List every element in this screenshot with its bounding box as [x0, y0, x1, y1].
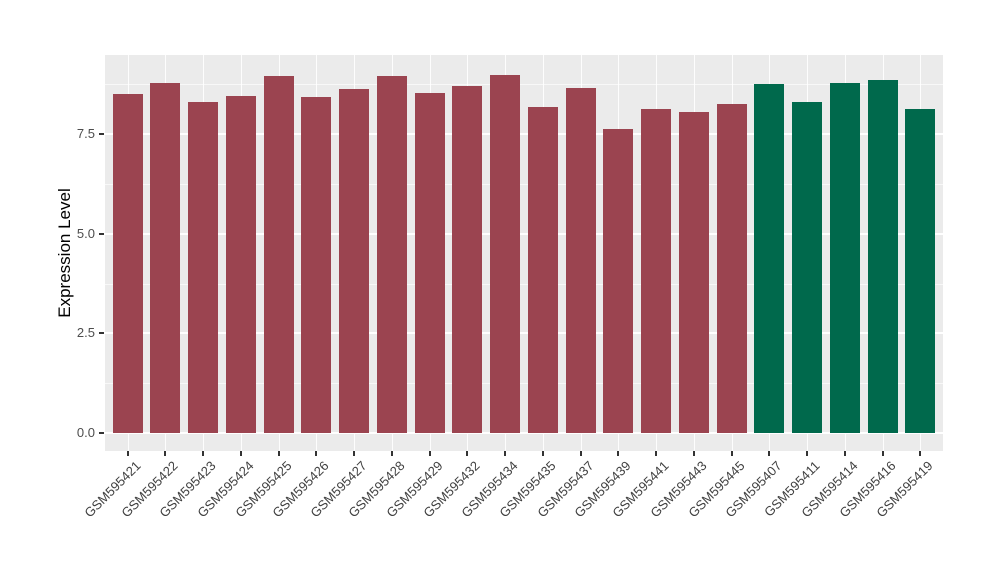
x-tick-mark: [692, 451, 695, 456]
bar-GSM595428: [376, 76, 407, 433]
x-tick-mark: [541, 451, 544, 456]
x-tick-mark: [277, 451, 280, 456]
bar-GSM595407: [754, 84, 785, 433]
y-tick-label: 5.0: [76, 225, 95, 241]
bar-GSM595426: [301, 96, 332, 433]
x-tick-mark: [390, 451, 393, 456]
gridline-major: [105, 432, 943, 434]
bar-GSM595427: [339, 89, 370, 433]
gridline-minor: [105, 283, 943, 285]
x-tick-mark: [428, 451, 431, 456]
x-tick-mark: [315, 451, 318, 456]
x-tick-mark: [843, 451, 846, 456]
y-tick-mark: [99, 133, 104, 135]
bar-GSM595411: [792, 102, 823, 433]
y-tick-label: 2.5: [76, 325, 95, 341]
x-tick-mark: [881, 451, 884, 456]
x-tick-mark: [806, 451, 809, 456]
bar-GSM595421: [112, 94, 143, 433]
x-tick-mark: [466, 451, 469, 456]
y-tick-mark: [99, 432, 104, 434]
x-tick-mark: [919, 451, 922, 456]
y-tick-mark: [99, 332, 104, 335]
x-tick-mark: [504, 451, 507, 456]
x-tick-mark: [730, 451, 733, 456]
x-tick-mark: [768, 451, 771, 456]
x-tick-mark: [655, 451, 658, 456]
gridline-major: [105, 332, 943, 335]
bar-GSM595443: [678, 112, 709, 433]
x-tick-mark: [164, 451, 167, 456]
plot-panel: [105, 55, 943, 451]
gridline-minor: [105, 383, 943, 385]
bar-GSM595424: [225, 96, 256, 433]
x-tick-mark: [353, 451, 356, 456]
y-tick-label: 7.5: [76, 126, 95, 141]
bar-GSM595445: [716, 104, 747, 433]
gridline-major: [105, 232, 943, 235]
bar-GSM595437: [565, 88, 596, 433]
x-tick-mark: [579, 451, 582, 456]
y-tick-mark: [99, 232, 104, 235]
y-axis-title: Expression Level: [55, 188, 74, 318]
bar-GSM595423: [188, 102, 219, 433]
gridline-major: [105, 133, 943, 135]
bar-GSM595422: [150, 82, 181, 433]
gridline-minor: [105, 183, 943, 185]
bar-GSM595419: [905, 109, 936, 433]
bar-GSM595429: [414, 92, 445, 433]
bar-GSM595425: [263, 76, 294, 433]
y-tick-label: 0.0: [76, 425, 95, 440]
bar-GSM595441: [641, 109, 672, 433]
bar-GSM595414: [829, 82, 860, 433]
gridline-minor: [105, 84, 943, 86]
x-tick-mark: [617, 451, 620, 456]
x-tick-mark: [126, 451, 129, 456]
bar-GSM595439: [603, 129, 634, 433]
bar-GSM595416: [867, 80, 898, 433]
x-tick-mark: [239, 451, 242, 456]
bar-GSM595434: [490, 74, 521, 433]
bar-GSM595432: [452, 86, 483, 433]
bar-GSM595435: [527, 107, 558, 433]
x-tick-mark: [202, 451, 205, 456]
